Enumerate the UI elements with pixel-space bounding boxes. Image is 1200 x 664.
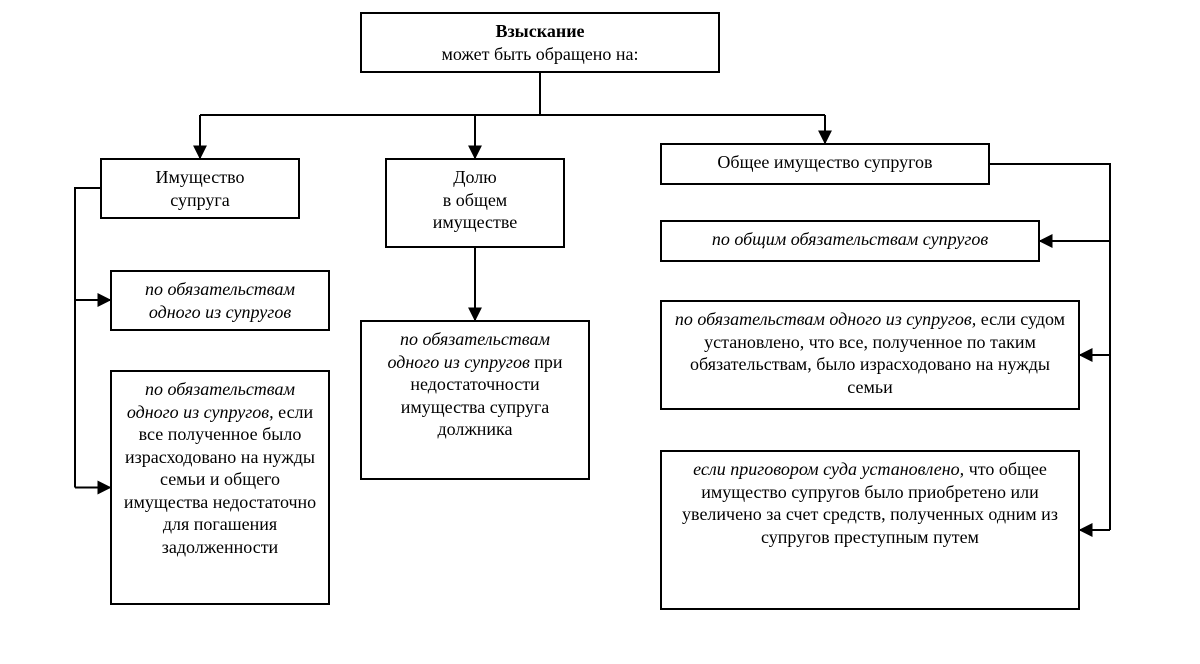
root-subtitle: может быть обращено на: xyxy=(372,43,708,66)
col3-head: Общее имущество супругов xyxy=(660,143,990,185)
col2-head-text: Долюв общемимуществе xyxy=(433,167,518,232)
flowchart-stage: Взыскание может быть обращено на: Имущес… xyxy=(0,0,1200,664)
root-node: Взыскание может быть обращено на: xyxy=(360,12,720,73)
col2-a: по обязательствам одного из супругов при… xyxy=(360,320,590,480)
col1-a-ital: по обязательствам одного из супругов xyxy=(145,279,295,322)
col1-head-text: Имуществосупруга xyxy=(156,167,245,210)
col3-c: если приговором суда установлено, что об… xyxy=(660,450,1080,610)
col1-a: по обязательствам одного из супругов xyxy=(110,270,330,331)
root-title: Взыскание xyxy=(372,20,708,43)
col1-head: Имуществосупруга xyxy=(100,158,300,219)
col2-head: Долюв общемимуществе xyxy=(385,158,565,248)
col3-b-ital: по обязательствам одного из супругов, xyxy=(675,309,976,329)
col3-a: по общим обязательствам супругов xyxy=(660,220,1040,262)
col3-a-ital: по общим обязательствам супругов xyxy=(712,229,988,249)
col3-head-text: Общее имущество супругов xyxy=(717,152,932,172)
col3-c-ital: если приговором суда установлено, xyxy=(693,459,964,479)
col1-b-ital: по обязательствам одного из супругов, xyxy=(127,379,295,422)
col2-a-ital: по обязательствам одного из супругов xyxy=(387,329,550,372)
col3-b: по обязательствам одного из супругов, ес… xyxy=(660,300,1080,410)
col1-b: по обязательствам одного из супругов, ес… xyxy=(110,370,330,605)
col1-b-rest: если все полученное было израсходовано н… xyxy=(124,402,316,557)
